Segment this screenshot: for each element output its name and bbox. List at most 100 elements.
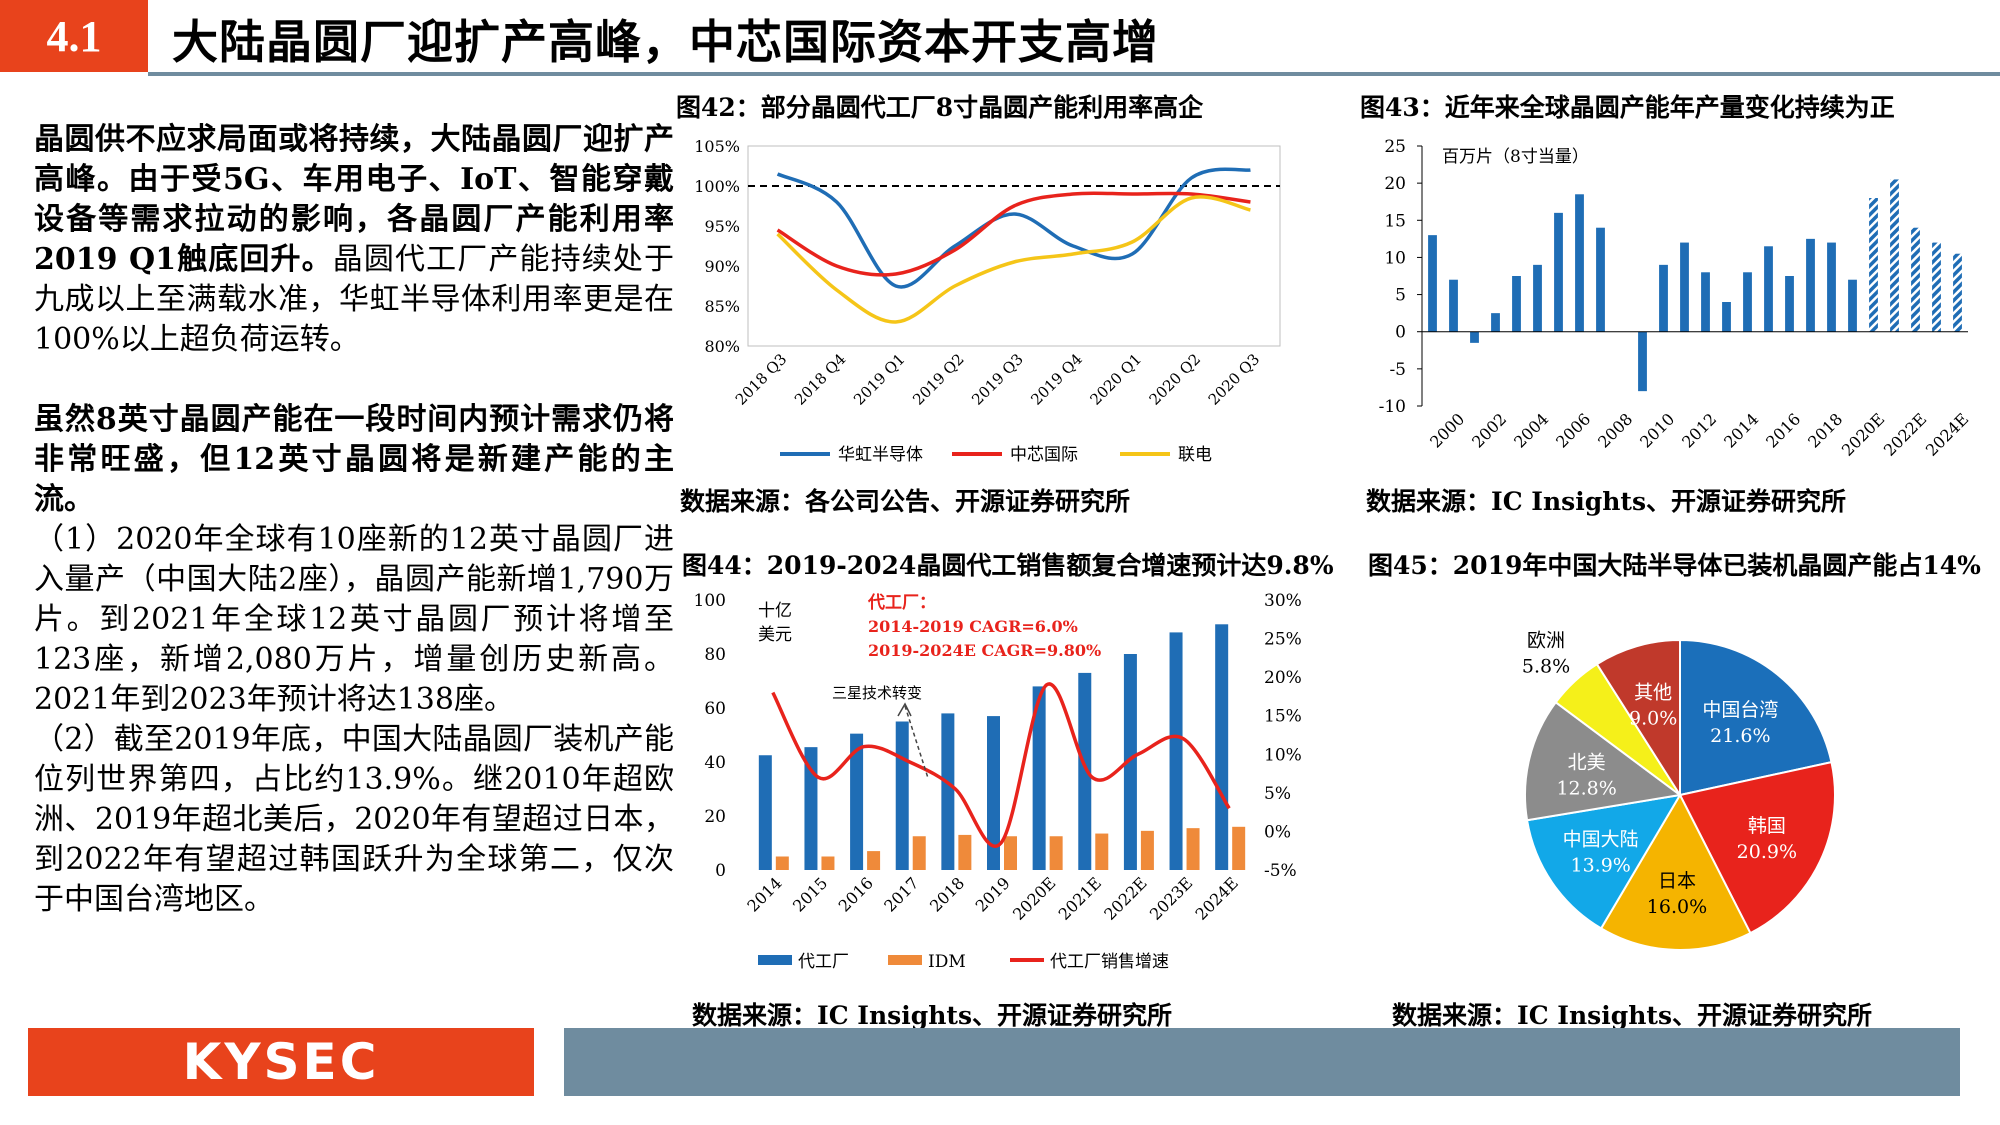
fig44-idm-bar (1095, 833, 1109, 870)
fig43-xtick-label: 2016 (1762, 409, 1804, 451)
fig42-series-line-1 (776, 191, 1251, 277)
fig43-xtick-label: 2022E (1880, 409, 1930, 459)
fig45-slice-value: 16.0% (1647, 896, 1707, 918)
fig42-ytick-label: 105% (694, 137, 740, 156)
fig42-legend-label: 中芯国际 (1010, 445, 1078, 465)
fig43-xtick-label: 2024E (1922, 409, 1972, 459)
fig43-unit-label: 百万片（8寸当量） (1442, 147, 1589, 167)
fig45-slice (1599, 792, 1752, 951)
fig44-foundry-bar (1123, 654, 1137, 870)
fig44-foundry-bar (1032, 686, 1046, 870)
fig43-xtick-label: 2010 (1636, 409, 1678, 451)
fig42-xtick-label: 2020 Q3 (1205, 350, 1264, 409)
fig45-slice (1678, 760, 1836, 935)
fig42-xtick-label: 2019 Q3 (968, 350, 1027, 409)
fig45-slice-value: 12.8% (1556, 777, 1616, 799)
fig42-ytick-label: 100% (694, 177, 740, 196)
fig44-right-ytick-label: 5% (1264, 784, 1291, 804)
fig42-xtick-label: 2019 Q4 (1027, 350, 1086, 409)
fig43-bar (1827, 242, 1836, 332)
fig44-xtick-label: 2019 (972, 873, 1014, 915)
fig44-xtick-label: 2023E (1146, 873, 1196, 923)
fig44-xtick-label: 2024E (1192, 873, 1242, 923)
fig42-xtick-label: 2019 Q2 (909, 350, 968, 409)
fig43-xtick-label: 2008 (1594, 409, 1636, 451)
fig43-bar (1449, 279, 1458, 332)
fig42-xtick-label: 2018 Q4 (791, 350, 850, 409)
paragraph-2-item-1: （1）2020年全球有10座新的12英寸晶圆厂进入量产（中国大陆2座），晶圆产能… (34, 522, 674, 717)
fig44-xtick-label: 2016 (835, 873, 877, 915)
fig45-slice-value: 13.9% (1571, 854, 1631, 876)
paragraph-1-lead: 晶圆供不应求局面或将持续，大陆晶圆厂迎扩产高峰。由于受5G、车用电子、IoT、智… (34, 122, 674, 277)
fig43-ytick-label: -5 (1389, 360, 1406, 380)
fig43-xtick-label: 2014 (1720, 409, 1762, 451)
fig43-xtick-label: 2012 (1678, 409, 1720, 451)
fig43-bar (1491, 313, 1500, 332)
fig42-title: 图42：部分晶圆代工厂8寸晶圆产能利用率高企 (676, 93, 1204, 122)
fig43-ytick-label: 5 (1395, 286, 1406, 306)
fig44-right-ytick-label: 30% (1264, 591, 1302, 611)
fig42-legend-label: 华虹半导体 (838, 445, 923, 465)
fig44-arrow-head (897, 702, 912, 717)
paragraph-1-rest: 晶圆代工厂产能持续处于九成以上至满载水准，华虹半导体利用率更是在100%以上超负… (34, 242, 675, 357)
fig44-legend-swatch (758, 955, 792, 965)
fig45-slice (1525, 793, 1682, 930)
fig44-source: 数据来源：IC Insights、开源证券研究所 (692, 1001, 1173, 1030)
fig43-bar (1722, 302, 1731, 332)
footer-bar (564, 1028, 1960, 1096)
section-number-badge: 4.1 (0, 0, 148, 72)
fig44-xtick-label: 2021E (1055, 873, 1105, 923)
fig42-xtick-label: 2020 Q2 (1146, 350, 1205, 409)
fig44-left-unit: 十亿 (758, 601, 792, 621)
fig43-xtick-label: 2020E (1838, 409, 1888, 459)
fig42-xtick-label: 2018 Q3 (732, 350, 791, 409)
fig45-pie-chart: 中国台湾 21.6% 韩国 20.9% 日本 16.0% 中国大陆 13.9% 北美 12.8% 欧… (1522, 630, 1836, 951)
fig43-bar (1785, 276, 1794, 332)
fig44-xtick-label: 2018 (926, 873, 968, 915)
fig45-slice-label: 中国大陆 (1563, 828, 1639, 850)
paragraph-2-item-2: （2）截至2019年底，中国大陆晶圆厂装机产能位列世界第四，占比约13.9%。继… (34, 722, 674, 917)
fig42-ytick-label: 85% (704, 297, 740, 316)
fig43-bar (1428, 235, 1437, 332)
fig44-left-unit: 美元 (758, 625, 792, 645)
fig44-left-ytick-label: 40 (704, 753, 726, 773)
fig44-idm-bar (775, 856, 789, 870)
fig43-ytick-label: -10 (1379, 397, 1406, 417)
fig43-bar (1911, 227, 1920, 332)
fig45-slice-label: 欧洲 (1527, 630, 1565, 652)
fig43-bar (1596, 227, 1605, 332)
fig44-legend-label: 代工厂 (798, 952, 849, 972)
fig44-idm-bar (1049, 836, 1063, 870)
fig42-ytick-label: 90% (704, 257, 740, 276)
fig43-bar (1806, 238, 1815, 332)
fig42-series-line-2 (776, 195, 1251, 324)
fig43-source: 数据来源：IC Insights、开源证券研究所 (1366, 487, 1847, 516)
fig43-ytick-label: 25 (1384, 137, 1406, 157)
fig44-annotation-arrow (904, 705, 929, 779)
fig45-slice (1595, 638, 1681, 799)
fig45-slice-label: 韩国 (1748, 815, 1786, 837)
fig44-xtick-label: 2020E (1009, 873, 1059, 923)
fig44-foundry-bar (850, 733, 864, 870)
fig45-slice-label: 日本 (1658, 870, 1696, 892)
fig45-slice (1679, 638, 1833, 797)
fig45-slice-label: 北美 (1568, 751, 1606, 773)
kysec-logo: KYSEC (28, 1028, 534, 1096)
fig43-bar (1953, 253, 1962, 332)
fig45-slice-label: 其他 (1634, 682, 1672, 704)
fig45-source: 数据来源：IC Insights、开源证券研究所 (1392, 1001, 1873, 1030)
fig43-bar (1659, 264, 1668, 332)
fig43-ytick-label: 20 (1384, 174, 1406, 194)
fig44-xtick-label: 2014 (743, 873, 785, 915)
fig44-annotation-title: 代工厂： (867, 592, 936, 613)
fig42-xtick-label: 2020 Q1 (1087, 350, 1146, 409)
fig44-foundry-bar (1215, 624, 1229, 870)
fig43-bar (1470, 331, 1479, 343)
fig43-xtick-label: 2002 (1468, 409, 1510, 451)
fig44-right-ytick-label: 20% (1264, 668, 1302, 688)
fig43-bar-chart: -10 -5 0 5 10 15 20 25 百万片（8寸当量） 2000 2002 2004 2006… (1379, 137, 1973, 460)
fig44-idm-bar (867, 851, 881, 870)
fig43-bar (1701, 272, 1710, 332)
fig44-idm-bar (821, 856, 835, 870)
fig44-idm-bar (1186, 828, 1200, 870)
